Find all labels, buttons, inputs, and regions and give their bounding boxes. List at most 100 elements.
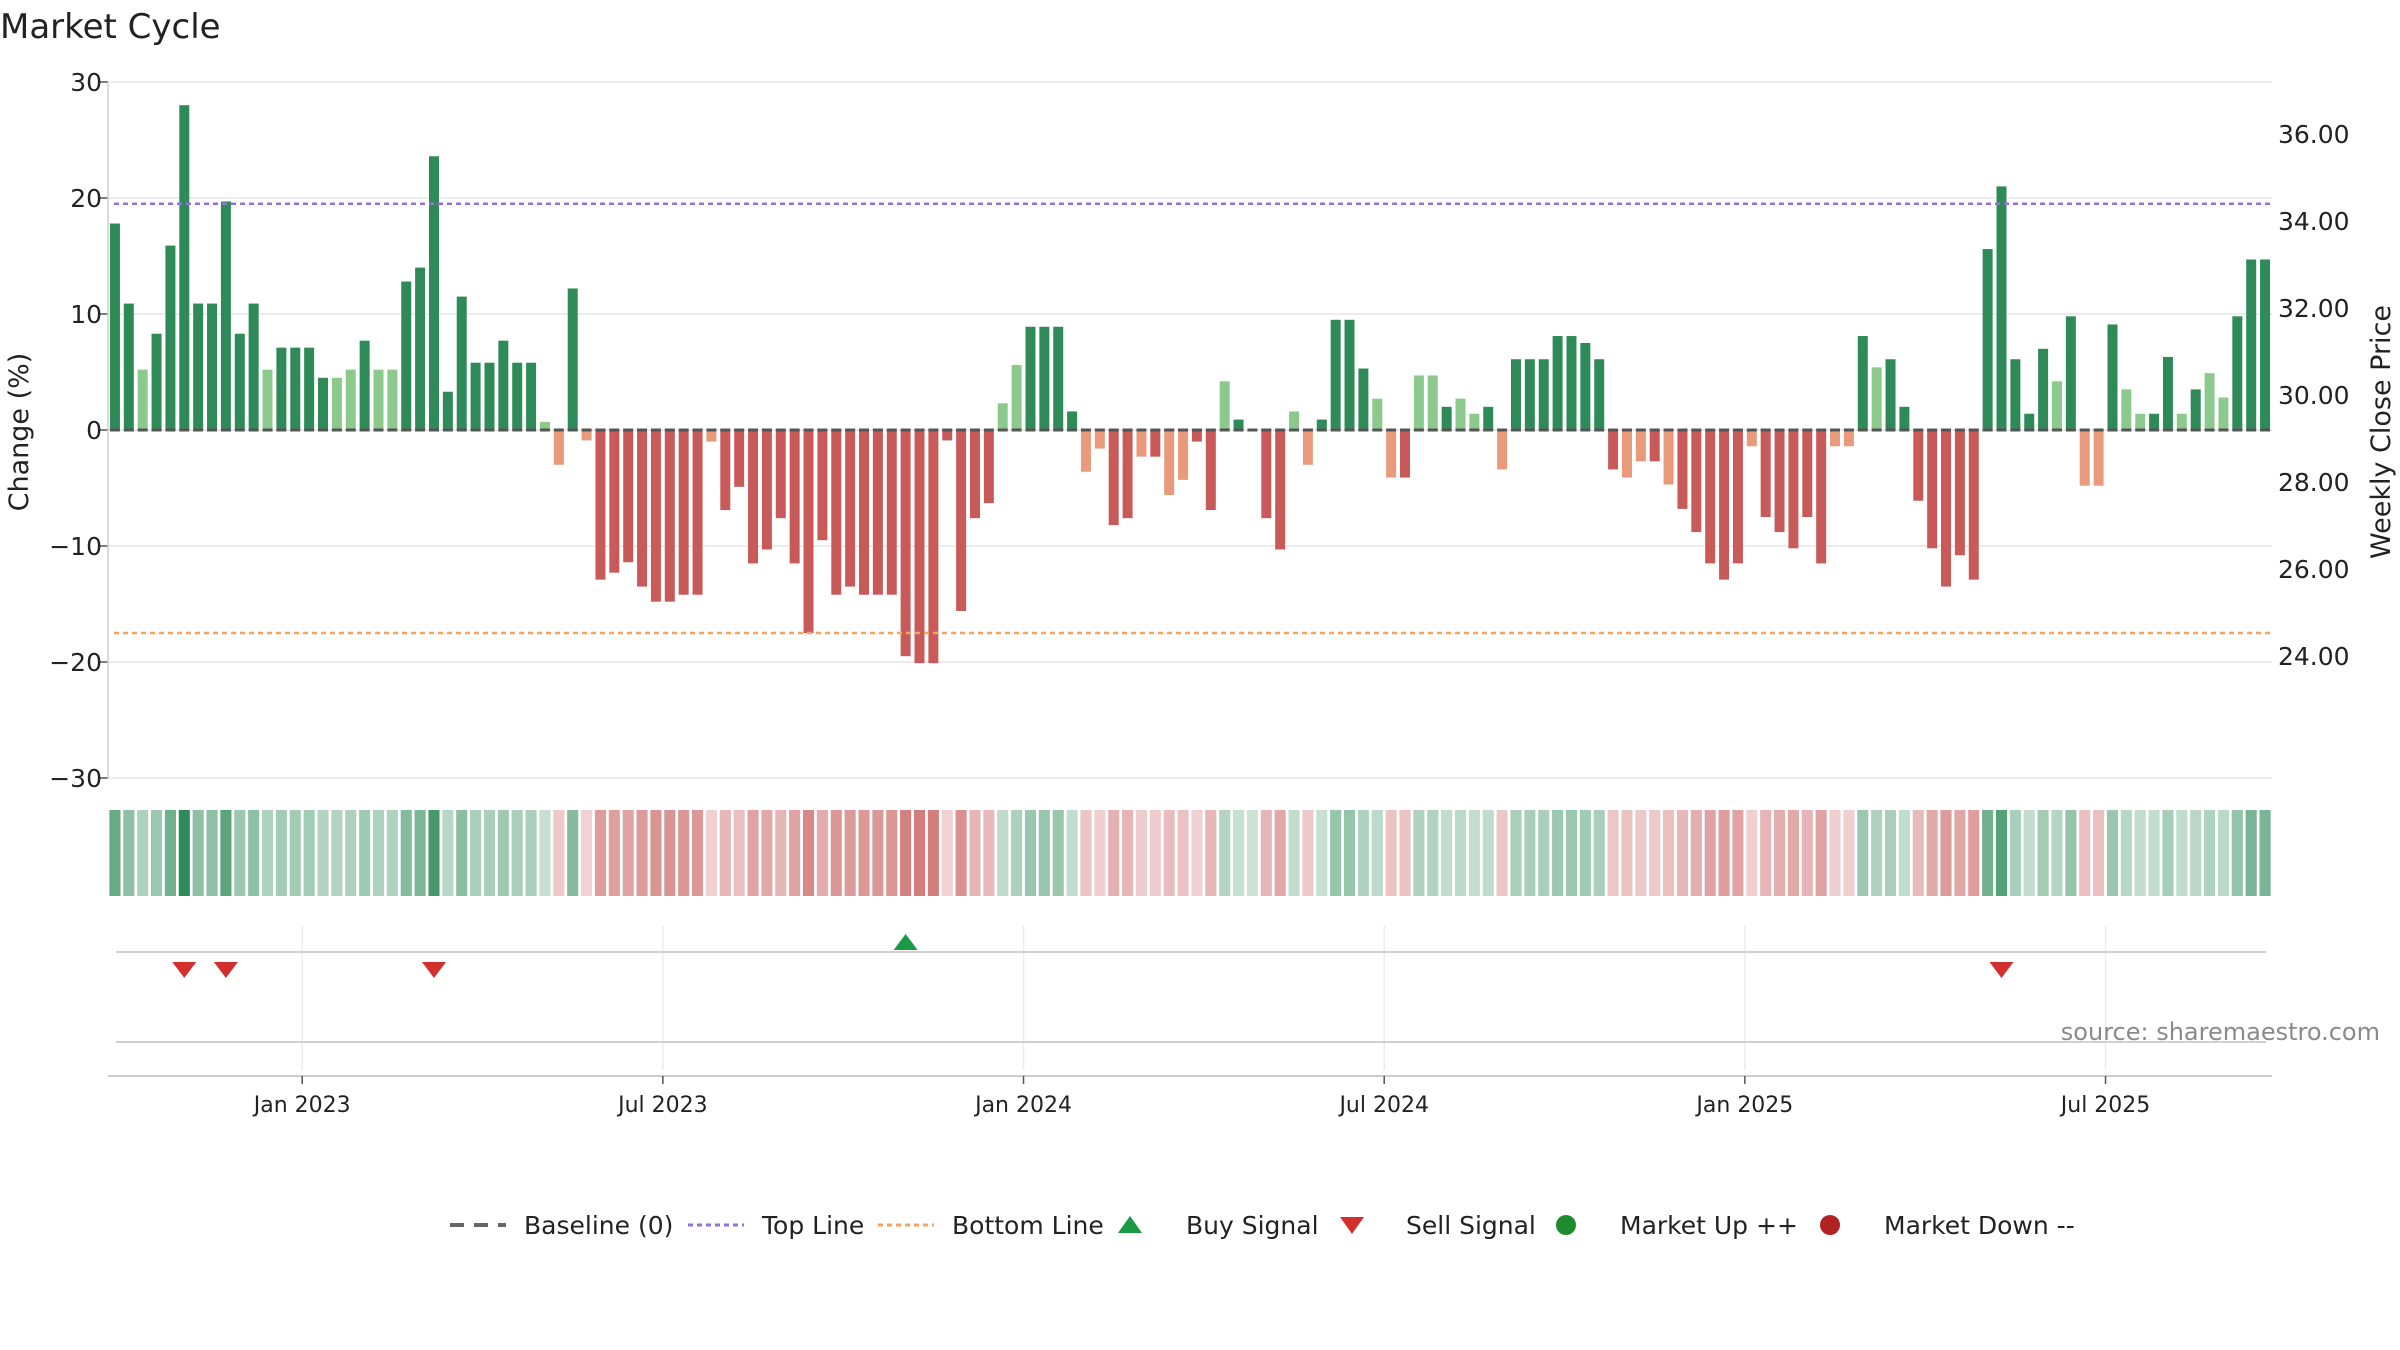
source-annotation: source: sharemaestro.com: [2061, 1018, 2380, 1046]
bar-baseline-cap: [220, 428, 231, 432]
bar-baseline-cap: [845, 428, 856, 432]
heat-cell: [2231, 810, 2243, 896]
bar: [1566, 336, 1577, 430]
bar-baseline-cap: [1372, 428, 1383, 432]
x-tick-label: Jul 2025: [2059, 1093, 2151, 1118]
heat-cell: [192, 810, 204, 896]
bar-baseline-cap: [1275, 428, 1286, 432]
heat-cell: [317, 810, 329, 896]
heat-cell: [1940, 810, 1952, 896]
heat-cell: [830, 810, 842, 896]
bar-baseline-cap: [1469, 428, 1480, 432]
bar-baseline-cap: [803, 428, 814, 432]
x-tick-label: Jul 2024: [1337, 1093, 1429, 1118]
heat-cell: [511, 810, 523, 896]
bar: [1760, 430, 1771, 517]
heat-cell: [622, 810, 634, 896]
bar: [2065, 316, 2076, 430]
heat-cell: [1316, 810, 1328, 896]
heat-cell: [372, 810, 385, 896]
bar: [262, 369, 273, 430]
heat-cell: [1413, 810, 1425, 896]
legend-item-top-line: Top Line: [688, 1211, 864, 1240]
legend-label: Top Line: [761, 1211, 864, 1240]
heat-cell: [1621, 810, 1633, 896]
bar: [886, 430, 897, 595]
heat-cell: [1982, 810, 1994, 896]
heat-cell: [442, 810, 454, 896]
bar-baseline-cap: [2051, 428, 2062, 432]
bar-baseline-cap: [1691, 428, 1702, 432]
bar: [928, 430, 939, 664]
heat-cell: [248, 810, 260, 896]
heat-cell: [719, 810, 731, 896]
bar: [1136, 430, 1147, 457]
legend-label: Bottom Line: [952, 1211, 1104, 1240]
heat-cell: [1912, 810, 1924, 896]
heat-cell: [997, 810, 1009, 896]
bar-baseline-cap: [2093, 428, 2104, 432]
heat-cell: [1205, 810, 1217, 896]
legend-label: Buy Signal: [1186, 1211, 1319, 1240]
heat-cell: [2204, 810, 2216, 896]
bar-baseline-cap: [1094, 428, 1105, 432]
bar-baseline-cap: [553, 428, 564, 432]
bar-baseline-cap: [193, 428, 204, 432]
bar: [1774, 430, 1785, 533]
heat-cell: [220, 810, 232, 896]
bar: [1580, 343, 1591, 430]
bar-baseline-cap: [1136, 428, 1147, 432]
cycle-heat-strip: [109, 810, 2271, 896]
bar-baseline-cap: [1719, 428, 1730, 432]
bar-baseline-cap: [373, 428, 384, 432]
bar: [512, 362, 523, 430]
heat-cell: [927, 810, 939, 896]
bar-baseline-cap: [165, 428, 176, 432]
bar: [1497, 430, 1508, 470]
bar: [1164, 430, 1175, 495]
heat-cell: [483, 810, 496, 896]
heat-cell: [1926, 810, 1938, 896]
bar-baseline-cap: [1358, 428, 1369, 432]
heat-cell: [1135, 810, 1147, 896]
heat-cell: [1122, 810, 1134, 896]
heat-cell: [1482, 810, 1494, 896]
bar: [1996, 186, 2007, 430]
bar: [415, 267, 426, 430]
heat-cell: [913, 810, 926, 896]
bar-baseline-cap: [1039, 428, 1050, 432]
bar: [789, 430, 800, 564]
bar-baseline-cap: [470, 428, 481, 432]
bar: [2232, 316, 2243, 430]
legend-label: Sell Signal: [1406, 1211, 1536, 1240]
bar-baseline-cap: [2024, 428, 2035, 432]
bar: [1289, 411, 1300, 430]
heat-cell: [1884, 810, 1897, 896]
bar: [373, 369, 384, 430]
bar: [234, 333, 245, 430]
bar-baseline-cap: [886, 428, 897, 432]
bar-baseline-cap: [1386, 428, 1397, 432]
heat-cell: [553, 810, 565, 896]
heat-cell: [1593, 810, 1605, 896]
heat-cell: [1399, 810, 1411, 896]
heat-cell: [1288, 810, 1300, 896]
bar-baseline-cap: [859, 428, 870, 432]
bar-baseline-cap: [512, 428, 523, 432]
sell-signal-marker: [172, 962, 197, 978]
bar-baseline-cap: [1871, 428, 1882, 432]
heat-cell: [261, 810, 274, 896]
sell-signal-marker: [421, 962, 446, 978]
bar-baseline-cap: [1330, 428, 1341, 432]
bar: [137, 369, 148, 430]
bar-baseline-cap: [1510, 428, 1521, 432]
legend-label: Market Down --: [1884, 1211, 2075, 1240]
bar-baseline-cap: [1108, 428, 1119, 432]
bar: [1899, 406, 1910, 430]
heat-cell: [802, 810, 815, 896]
bar: [193, 303, 204, 430]
bar: [956, 430, 967, 611]
bar-baseline-cap: [748, 428, 759, 432]
heat-cell: [2120, 810, 2132, 896]
bar: [1608, 430, 1619, 470]
